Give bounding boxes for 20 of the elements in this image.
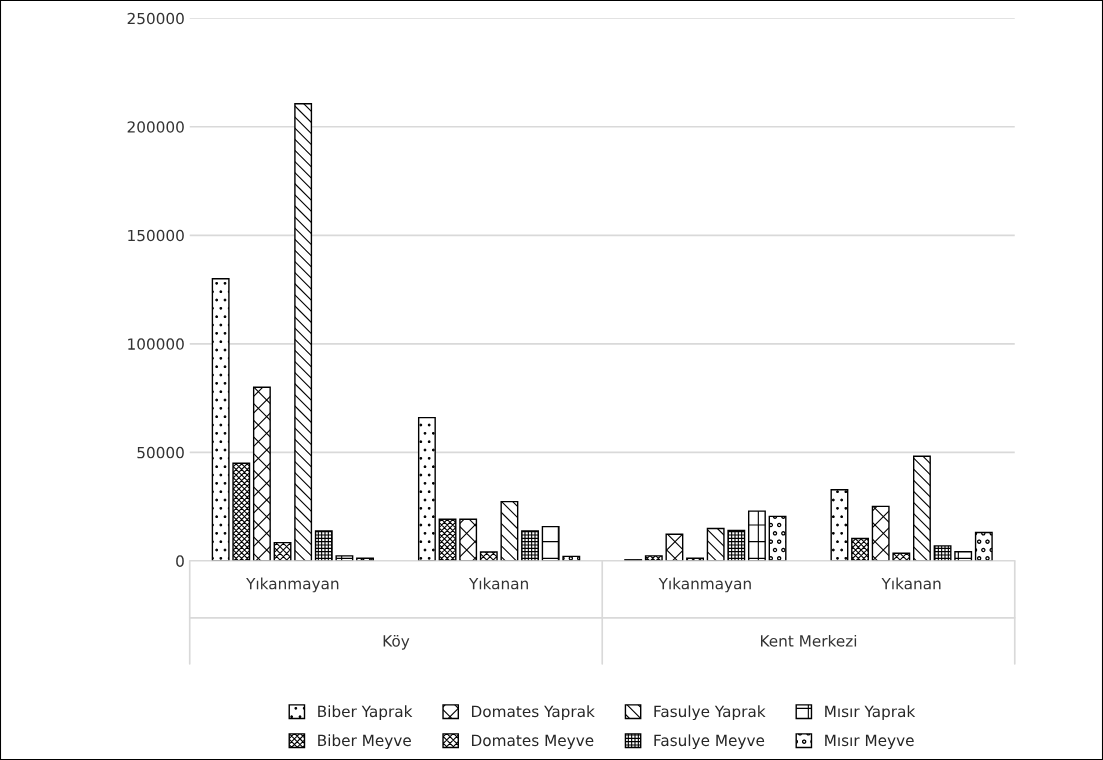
- legend-label: Domates Yaprak: [472, 705, 595, 721]
- legend-label: Fasulye Meyve: [654, 734, 765, 750]
- legend-label: Mısır Yaprak: [825, 705, 916, 721]
- text: Kent Merkezi: [761, 634, 857, 647]
- x-tick-label: Yıkanan: [881, 577, 941, 590]
- x-tick-label: Yıkanmayan: [246, 577, 339, 593]
- legend-label: Biber Meyve: [318, 734, 411, 750]
- y-tick-label: 250000: [127, 12, 184, 25]
- y-tick-label: 50000: [137, 446, 184, 459]
- x-tick-label: Yıkanan: [468, 577, 528, 590]
- y-tick-label: 0: [176, 555, 184, 567]
- text: Köy: [383, 634, 410, 650]
- y-tick-label: 200000: [127, 121, 184, 133]
- y-tick-label: 150000: [128, 229, 184, 242]
- legend-label: Mısır Meyve: [825, 734, 914, 750]
- legend-label: Biber Yaprak: [318, 705, 413, 721]
- legend-label: Fasulye Yaprak: [654, 705, 766, 721]
- y-tick-label: 100000: [128, 338, 184, 350]
- legend-label: Domates Meyve: [472, 734, 594, 750]
- x-tick-label: Yıkanmayan: [658, 577, 751, 593]
